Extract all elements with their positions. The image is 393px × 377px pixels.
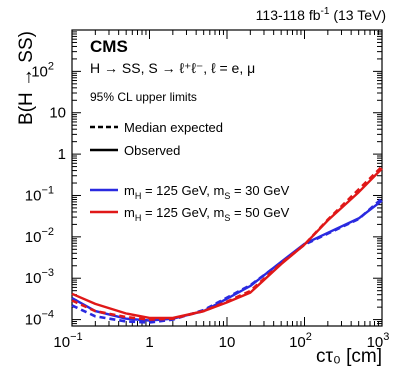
x-tick-label: 103 (367, 331, 390, 351)
y-tick-label: 10 (49, 105, 66, 122)
limit-type-label: 95% CL upper limits (90, 90, 197, 104)
y-tick-label: 10−1 (25, 184, 54, 204)
y-tick-label: 10−2 (25, 226, 54, 246)
limit-curves (71, 165, 383, 324)
legend: Median expected Observed mH = 125 GeV, mS … (90, 120, 290, 223)
y-tick-label: 10−4 (25, 309, 54, 329)
process-label: H → SS, S → ℓ⁺ℓ⁻, ℓ = e, μ (90, 60, 255, 76)
axis-ticks (71, 29, 383, 327)
y-tick-label: 1 (58, 146, 66, 163)
x-tick-label: 10−1 (53, 331, 82, 351)
legend-style-label: Observed (124, 143, 180, 158)
y-axis-title: B(H → SS) (16, 31, 37, 125)
legend-series-label: mH = 125 GeV, mS = 30 GeV (124, 183, 290, 201)
legend-series-label: mH = 125 GeV, mS = 50 GeV (124, 205, 290, 223)
axis-tick-labels: 10−1 1 10 102 103 10−4 10−3 10−2 10−1 1 10 102 (25, 60, 390, 351)
y-tick-label: 10−3 (25, 267, 54, 287)
luminosity-label: 113-118 fb-1 (13 TeV) (256, 6, 386, 23)
expected-limit-line-2 (71, 165, 383, 321)
experiment-label: CMS (90, 37, 128, 56)
x-tick-label: 10 (219, 334, 236, 351)
x-tick-label: 102 (289, 331, 312, 351)
expected-limit-line-1 (71, 197, 383, 324)
x-axis-title: cτ₀ [cm] (316, 346, 382, 367)
x-tick-label: 1 (145, 334, 153, 351)
legend-style-label: Median expected (124, 120, 223, 135)
y-tick-label: 102 (31, 60, 54, 80)
